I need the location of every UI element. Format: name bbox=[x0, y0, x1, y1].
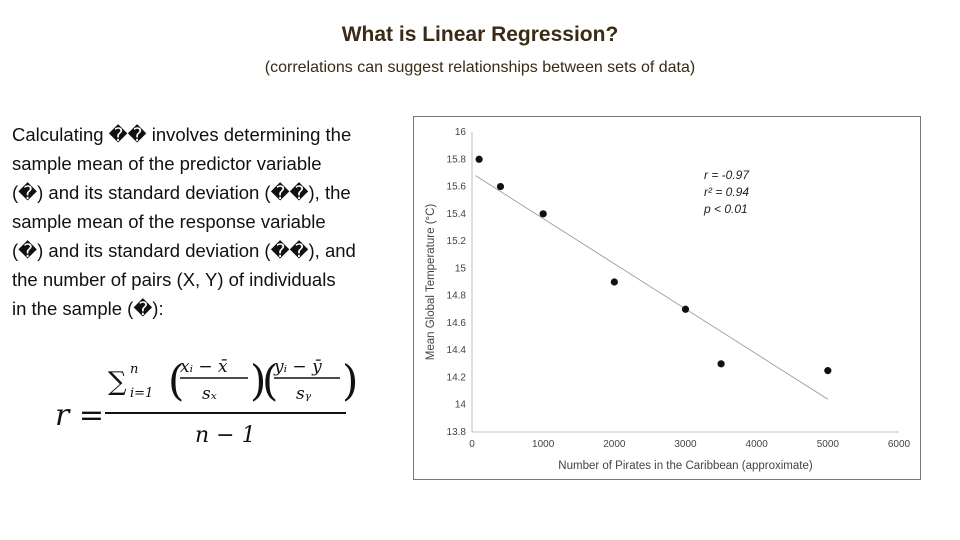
data-point bbox=[681, 305, 690, 313]
x-axis-label: Number of Pirates in the Caribbean (appr… bbox=[558, 460, 813, 472]
y-tick-label: 15 bbox=[455, 263, 467, 274]
slide-subtitle: (correlations can suggest relationships … bbox=[264, 59, 696, 76]
y-tick-label: 16 bbox=[455, 127, 467, 138]
scatter-chart: 0 1000 2000 3000 4000 5000 6000 13.8 14 14.2 14.4 1… bbox=[413, 116, 921, 480]
body-line: sample mean of the response variable bbox=[12, 211, 326, 232]
x-tick-label: 5000 bbox=[817, 439, 840, 450]
data-point bbox=[717, 360, 725, 368]
y-tick-label: 15.8 bbox=[447, 154, 467, 165]
y-axis-label: Mean Global Temperature (°C) bbox=[425, 204, 437, 361]
y-tick-label: 14.6 bbox=[447, 318, 467, 329]
right-paren: ) bbox=[250, 356, 266, 405]
data-point bbox=[496, 182, 505, 191]
body-line: (�) and its standard deviation (��), the bbox=[12, 182, 351, 203]
correlation-formula: r = ∑ n i=1 ( xᵢ − x̄ sₓ ) ( yᵢ − ȳ sᵧ )… bbox=[55, 356, 358, 448]
data-point bbox=[539, 210, 547, 218]
body-line: (�) and its standard deviation (��), and bbox=[12, 240, 356, 261]
trendline bbox=[475, 175, 829, 400]
data-point bbox=[610, 278, 618, 286]
term2-denominator: sᵧ bbox=[296, 384, 312, 404]
term1-denominator: sₓ bbox=[202, 384, 217, 404]
left-paren: ( bbox=[168, 356, 184, 405]
left-paren: ( bbox=[262, 356, 278, 405]
data-point bbox=[475, 155, 483, 163]
formula-lhs: r = bbox=[55, 398, 104, 433]
y-tick-label: 15.6 bbox=[447, 182, 467, 193]
y-tick-label: 14 bbox=[455, 400, 467, 411]
y-tick-label: 15.2 bbox=[447, 236, 467, 247]
data-point bbox=[824, 367, 832, 375]
y-tick-label: 14.2 bbox=[447, 372, 467, 383]
stat-annotation: r² = 0.94 bbox=[704, 185, 749, 199]
body-line: in the sample (�): bbox=[12, 298, 164, 319]
x-tick-label: 3000 bbox=[674, 439, 697, 450]
term1-numerator: xᵢ − x̄ bbox=[180, 357, 228, 377]
body-line: sample mean of the predictor variable bbox=[12, 153, 322, 174]
y-tick-label: 14.8 bbox=[447, 291, 467, 302]
body-paragraph: Calculating �� involves determining the … bbox=[12, 120, 407, 323]
slide-title: What is Linear Regression? bbox=[341, 23, 619, 46]
right-paren: ) bbox=[342, 356, 358, 405]
chart-axes bbox=[471, 132, 899, 433]
term2-numerator: yᵢ − ȳ bbox=[273, 357, 322, 377]
y-tick-label: 13.8 bbox=[447, 427, 467, 438]
formula-denominator: n − 1 bbox=[195, 423, 256, 448]
x-tick-label: 2000 bbox=[603, 439, 626, 450]
sum-symbol: ∑ bbox=[108, 367, 127, 397]
x-tick-label: 0 bbox=[469, 439, 475, 450]
chart-points bbox=[475, 155, 832, 375]
sum-lower-limit: i=1 bbox=[130, 386, 153, 401]
stat-annotation: p < 0.01 bbox=[703, 202, 748, 216]
sum-upper-limit: n bbox=[130, 362, 138, 377]
chart-ticks: 0 1000 2000 3000 4000 5000 6000 13.8 14 14.2 14.4 1… bbox=[447, 127, 911, 450]
body-line: the number of pairs (X, Y) of individual… bbox=[12, 269, 336, 290]
y-tick-label: 15.4 bbox=[447, 209, 467, 220]
chart-canvas: 0 1000 2000 3000 4000 5000 6000 13.8 14 14.2 14.4 1… bbox=[425, 127, 911, 472]
y-tick-label: 14.4 bbox=[447, 345, 467, 356]
body-line: Calculating �� involves determining the bbox=[12, 124, 352, 145]
x-tick-label: 6000 bbox=[888, 439, 911, 450]
x-tick-label: 1000 bbox=[532, 439, 555, 450]
chart-annotations: r = -0.97 r² = 0.94 p < 0.01 bbox=[703, 168, 750, 216]
x-tick-label: 4000 bbox=[746, 439, 769, 450]
stat-annotation: r = -0.97 bbox=[704, 168, 750, 182]
